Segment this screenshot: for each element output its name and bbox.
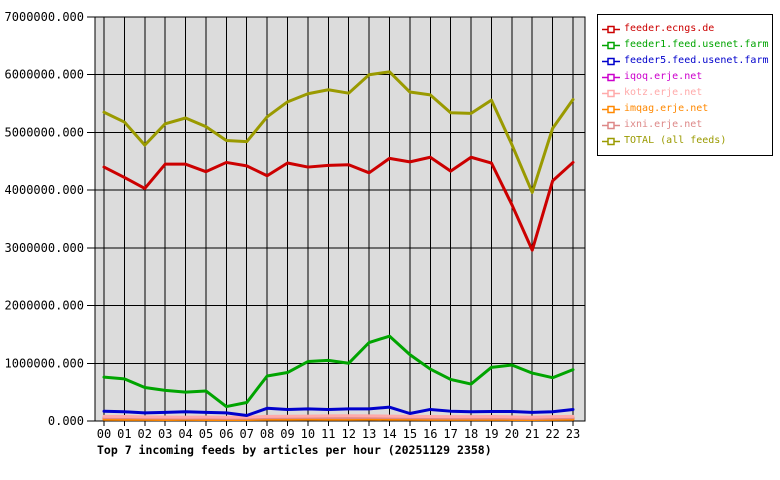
x-tick-label: 10 xyxy=(301,427,315,441)
x-tick-label: 04 xyxy=(178,427,192,441)
legend-line-marker-icon xyxy=(602,137,620,145)
y-tick-label: 0.000 xyxy=(48,414,84,428)
legend-label: kotz.erje.net xyxy=(624,87,703,98)
chart-title: Top 7 incoming feeds by articles per hou… xyxy=(97,443,492,457)
series-line-feeder.ecngs.de xyxy=(102,155,575,252)
x-tick-label: 11 xyxy=(321,427,335,441)
legend-line-marker-icon xyxy=(602,25,620,33)
x-tick-label: 16 xyxy=(423,427,437,441)
x-tick-label: 08 xyxy=(260,427,274,441)
legend-item: feeder.ecngs.de xyxy=(602,21,768,37)
legend-label: ixni.erje.net xyxy=(624,119,703,130)
legend-label: iqoq.erje.net xyxy=(624,71,703,82)
plot-area xyxy=(95,17,585,421)
x-tick-label: 02 xyxy=(138,427,152,441)
legend-label: imqag.erje.net xyxy=(624,103,709,114)
legend-line-marker-icon xyxy=(602,89,620,97)
series-line-TOTAL (all feeds) xyxy=(102,70,575,194)
x-tick-label: 17 xyxy=(443,427,457,441)
x-axis-labels: 00 01 02 03 04 05 06 07 08 09 10 11 12 13 14 15 16 17 18 19… xyxy=(97,427,580,441)
y-tick-label: 7000000.000 xyxy=(5,10,84,24)
legend-line-marker-icon xyxy=(602,73,620,81)
series-line-feeder5.feed.usenet.farm xyxy=(102,405,575,418)
y-tick-label: 5000000.000 xyxy=(5,125,84,139)
series-line-feeder1.feed.usenet.farm xyxy=(102,334,575,409)
x-tick-label: 22 xyxy=(545,427,559,441)
y-axis-labels: 0.000 1000000.000 2000000.000 3000000.000 40… xyxy=(5,10,84,428)
legend-line-marker-icon xyxy=(602,121,620,129)
legend-item: iqoq.erje.net xyxy=(602,69,768,85)
legend-line-marker-icon xyxy=(602,57,620,65)
y-tick-label: 2000000.000 xyxy=(5,299,84,313)
legend-item: kotz.erje.net xyxy=(602,85,768,101)
legend-line-marker-icon xyxy=(602,105,620,113)
x-tick-label: 18 xyxy=(464,427,478,441)
y-tick-label: 4000000.000 xyxy=(5,183,84,197)
legend-item: imqag.erje.net xyxy=(602,101,768,117)
x-tick-label: 06 xyxy=(219,427,233,441)
legend-item: TOTAL (all feeds) xyxy=(602,133,768,149)
y-tick-label: 3000000.000 xyxy=(5,241,84,255)
legend-item: ixni.erje.net xyxy=(602,117,768,133)
x-tick-label: 07 xyxy=(240,427,254,441)
x-tick-label: 21 xyxy=(525,427,539,441)
y-tick-label: 6000000.000 xyxy=(5,68,84,82)
x-tick-label: 05 xyxy=(199,427,213,441)
legend-label: feeder1.feed.usenet.farm xyxy=(624,39,769,50)
x-tick-label: 03 xyxy=(158,427,172,441)
legend-item: feeder1.feed.usenet.farm xyxy=(602,37,769,53)
legend-label: feeder5.feed.usenet.farm xyxy=(624,55,769,66)
x-tick-label: 15 xyxy=(403,427,417,441)
x-tick-label: 00 xyxy=(97,427,111,441)
x-tick-label: 09 xyxy=(280,427,294,441)
legend-line-marker-icon xyxy=(602,41,620,49)
series-line-kotz.erje.net xyxy=(102,414,575,419)
legend-label: TOTAL (all feeds) xyxy=(624,135,727,146)
y-tick-label: 1000000.000 xyxy=(5,356,84,370)
x-tick-label: 14 xyxy=(382,427,396,441)
x-tick-label: 20 xyxy=(505,427,519,441)
legend-item: feeder5.feed.usenet.farm xyxy=(602,53,769,69)
x-tick-label: 23 xyxy=(566,427,580,441)
x-tick-label: 01 xyxy=(117,427,131,441)
chart-legend: feeder.ecngs.de feeder1.feed.usenet.farm f… xyxy=(597,14,773,156)
plot-border xyxy=(94,16,586,422)
x-tick-label: 13 xyxy=(362,427,376,441)
x-tick-label: 12 xyxy=(341,427,355,441)
x-tick-label: 19 xyxy=(484,427,498,441)
legend-label: feeder.ecngs.de xyxy=(624,23,715,34)
